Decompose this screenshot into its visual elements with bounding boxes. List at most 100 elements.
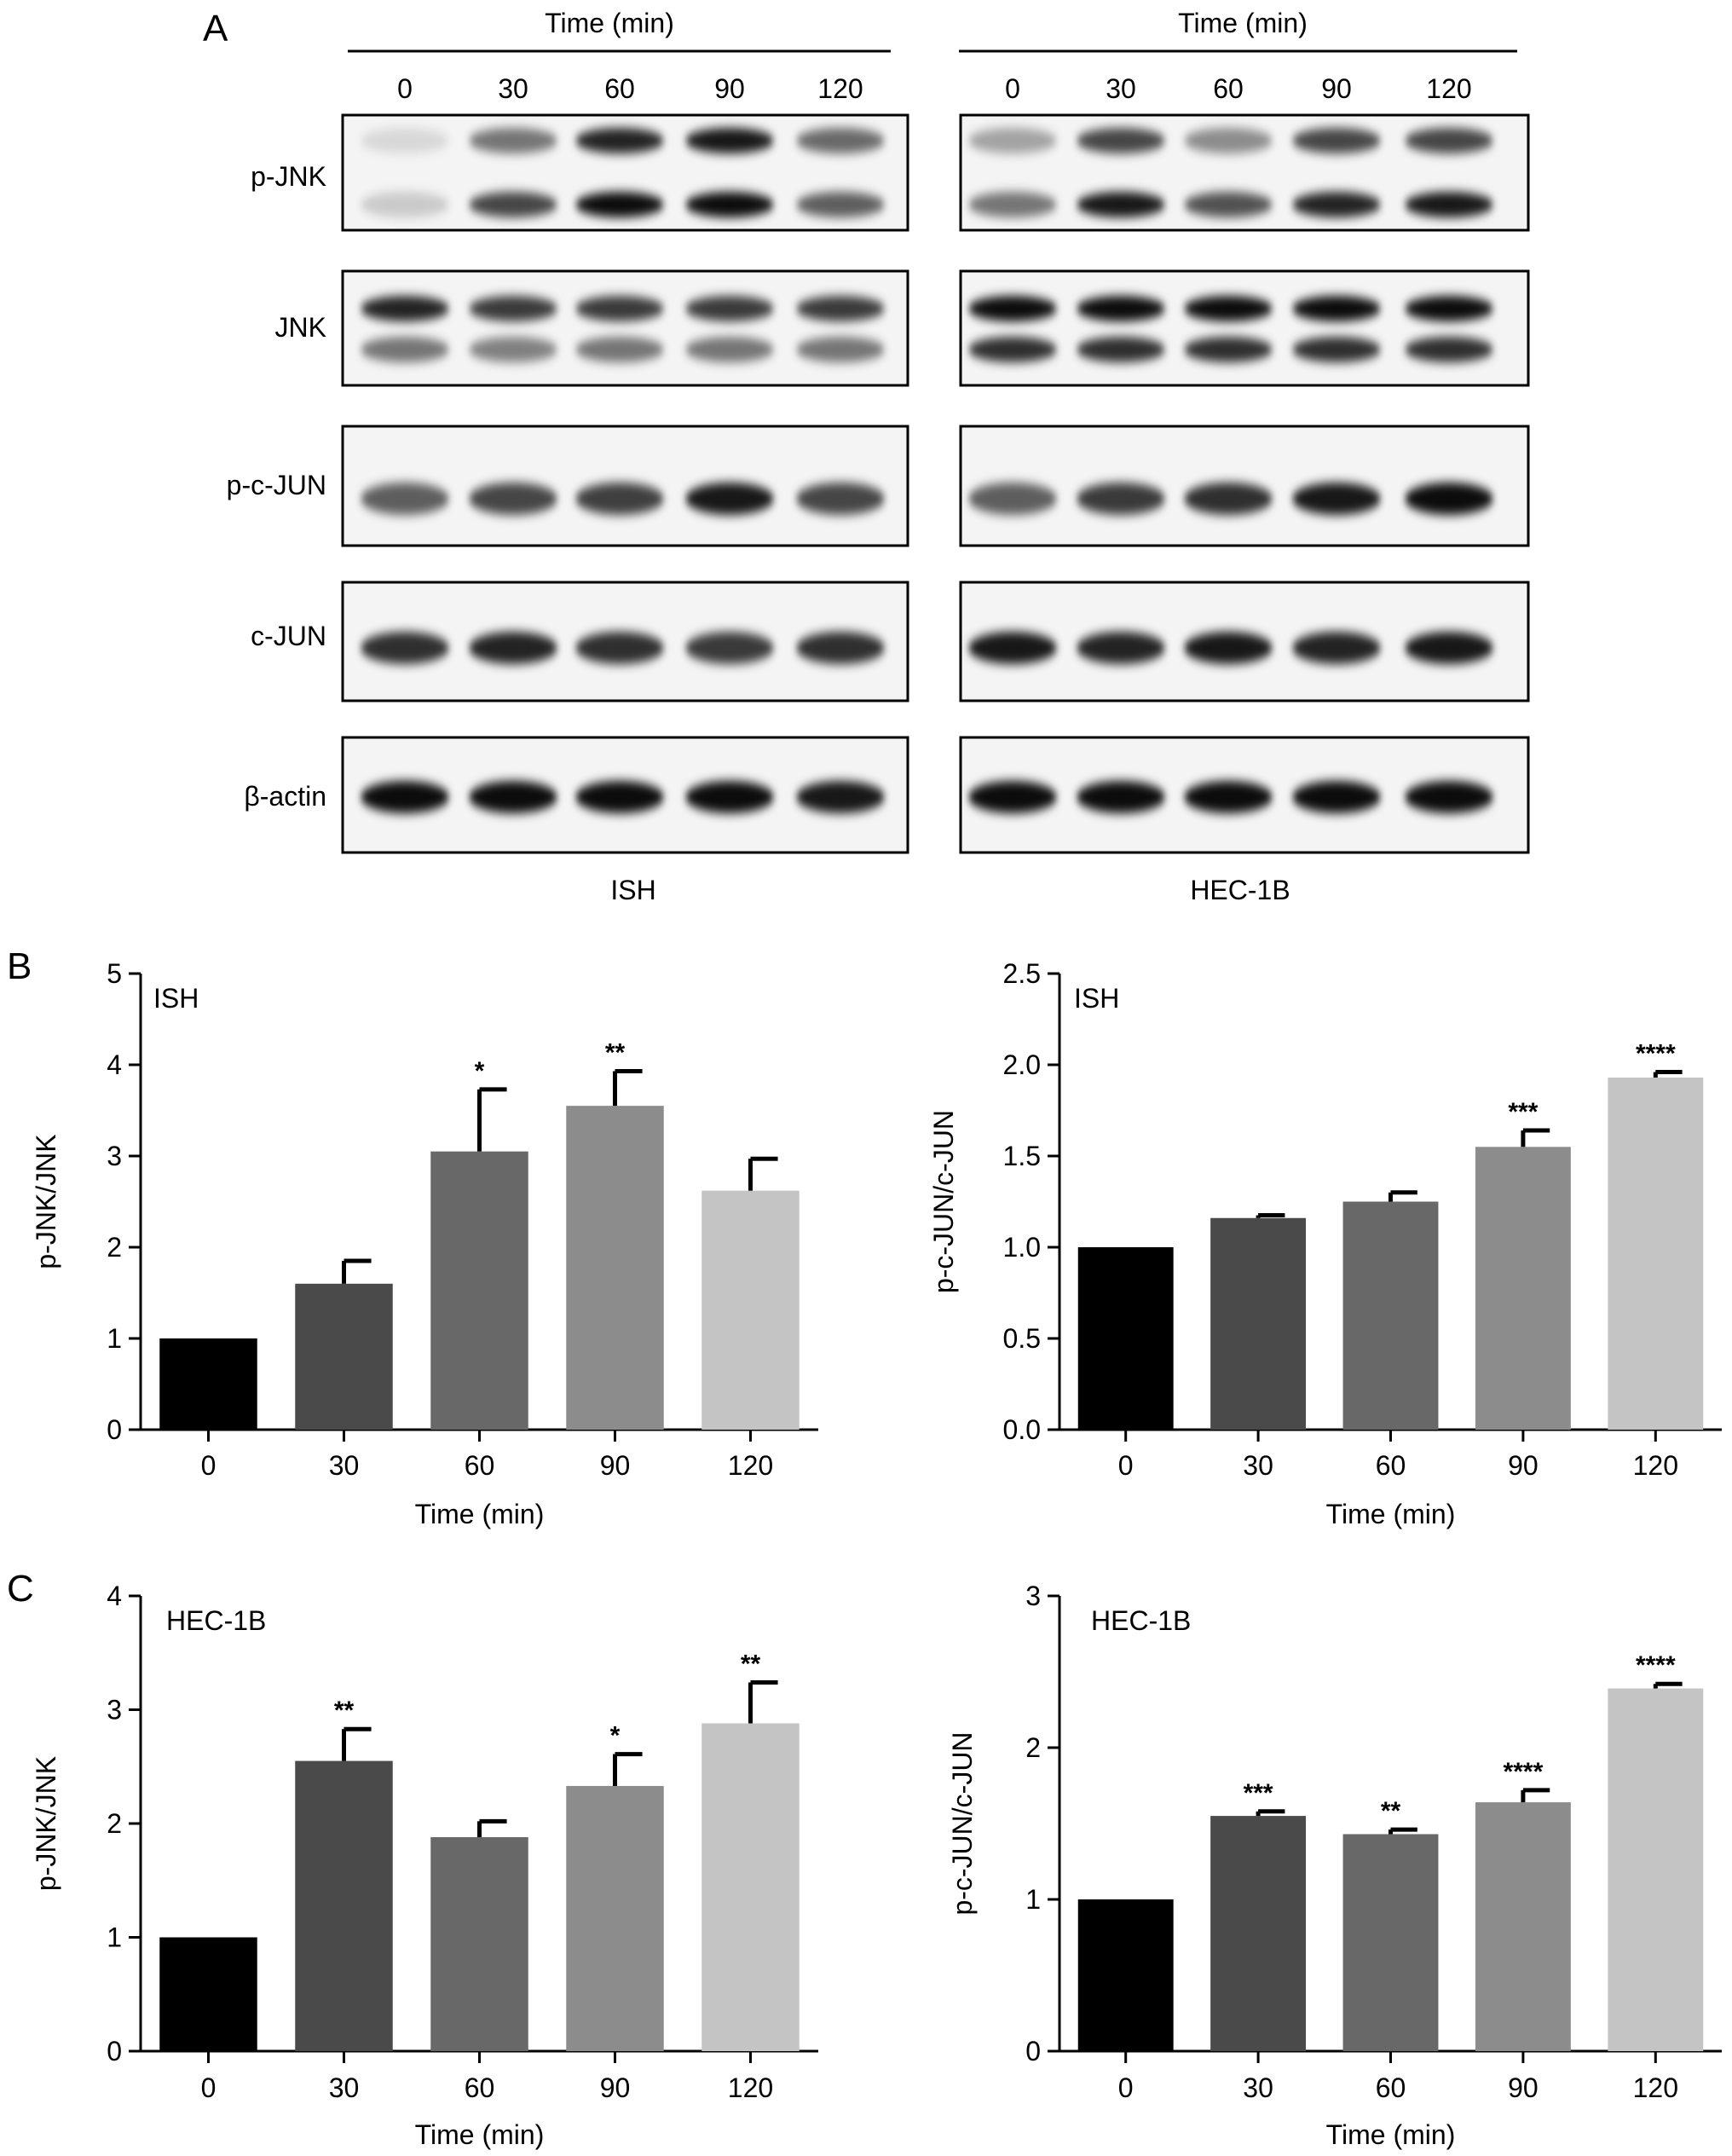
blot-band bbox=[968, 128, 1057, 153]
blot-band bbox=[685, 296, 774, 321]
lane-label: 30 bbox=[1106, 73, 1136, 104]
y-tick-label: 4 bbox=[107, 1581, 122, 1611]
blot-band bbox=[1405, 296, 1493, 321]
blot-band bbox=[361, 483, 449, 515]
x-tick-label: 0 bbox=[1118, 1450, 1134, 1481]
time-header-hec1b: Time (min) bbox=[1178, 8, 1308, 38]
blot-band bbox=[1077, 296, 1165, 321]
x-axis-label: Time (min) bbox=[415, 1499, 545, 1529]
blot-p-c-JUN-ish bbox=[341, 425, 909, 547]
blot-band bbox=[575, 128, 664, 153]
lane-label: 30 bbox=[498, 73, 528, 104]
blot-c-JUN-hec-1b bbox=[959, 581, 1530, 702]
bar-90 bbox=[1475, 1147, 1571, 1430]
significance-label: * bbox=[610, 1722, 621, 1750]
blot-band bbox=[1184, 483, 1273, 515]
blot-band bbox=[1184, 192, 1273, 217]
blot-band bbox=[469, 337, 557, 362]
bar-30 bbox=[1210, 1217, 1307, 1430]
blot-band bbox=[1405, 483, 1493, 515]
bar-0 bbox=[1077, 1247, 1174, 1430]
significance-label: *** bbox=[1244, 1779, 1273, 1807]
chart-title: HEC-1B bbox=[1091, 1605, 1191, 1636]
lane-label: 60 bbox=[604, 73, 635, 104]
blot-beta-actin-hec-1b bbox=[959, 736, 1530, 854]
lane-label: 90 bbox=[714, 73, 745, 104]
blot-header-hec1b: Time (min) 0 30 60 90 120 bbox=[959, 8, 1517, 104]
blot-frame bbox=[959, 269, 1530, 387]
y-axis-label: p-JNK/JNK bbox=[31, 1756, 61, 1891]
blot-band bbox=[1292, 781, 1381, 813]
blot-band bbox=[1077, 781, 1165, 813]
y-tick-label: 0.0 bbox=[1003, 1414, 1041, 1445]
bar-30 bbox=[295, 1760, 393, 2051]
blot-band bbox=[361, 128, 449, 153]
panel-letter-a: A bbox=[203, 8, 228, 49]
blot-c-JUN-ish bbox=[341, 581, 909, 702]
blot-beta-actin-ish bbox=[341, 736, 909, 854]
blot-JNK-hec-1b bbox=[959, 269, 1530, 387]
row-label-jnk: JNK bbox=[275, 312, 326, 343]
bar-0 bbox=[159, 1338, 257, 1430]
y-tick-label: 2 bbox=[107, 1232, 122, 1263]
blot-band bbox=[1077, 192, 1165, 217]
panel-letter-c: C bbox=[7, 1568, 34, 1610]
blot-band bbox=[1077, 337, 1165, 362]
y-tick-label: 2 bbox=[1025, 1732, 1041, 1763]
x-tick-label: 30 bbox=[1243, 2072, 1273, 2103]
blot-band bbox=[1292, 337, 1381, 362]
blot-band bbox=[796, 296, 885, 321]
row-label-p-c-jun: p-c-JUN bbox=[227, 470, 326, 500]
x-tick-label: 30 bbox=[1243, 1450, 1273, 1481]
bar-90 bbox=[566, 1785, 664, 2051]
blot-band bbox=[796, 632, 885, 664]
significance-label: **** bbox=[1504, 1758, 1544, 1786]
significance-label: ** bbox=[334, 1696, 355, 1725]
blot-band bbox=[575, 632, 664, 664]
y-tick-label: 3 bbox=[1025, 1581, 1041, 1611]
blot-band bbox=[1292, 483, 1381, 515]
y-tick-label: 2.0 bbox=[1003, 1049, 1041, 1080]
x-axis-label: Time (min) bbox=[1326, 2119, 1456, 2150]
blot-band bbox=[1405, 128, 1493, 153]
y-tick-label: 5 bbox=[107, 958, 122, 989]
blot-band bbox=[361, 781, 449, 813]
blot-band bbox=[361, 337, 449, 362]
significance-label: ** bbox=[605, 1038, 626, 1066]
y-tick-label: 1 bbox=[1025, 1884, 1041, 1915]
row-label-beta-actin: β-actin bbox=[244, 781, 326, 812]
blot-band bbox=[469, 128, 557, 153]
blot-p-c-JUN-hec-1b bbox=[959, 425, 1530, 547]
x-tick-label: 0 bbox=[201, 1450, 216, 1481]
blot-band bbox=[1292, 192, 1381, 217]
blot-band bbox=[1077, 632, 1165, 664]
significance-label: **** bbox=[1636, 1651, 1676, 1679]
blot-band bbox=[1184, 781, 1273, 813]
blot-band bbox=[1292, 128, 1381, 153]
chart-title: HEC-1B bbox=[166, 1605, 266, 1636]
y-tick-label: 1 bbox=[107, 1323, 122, 1354]
significance-label: ** bbox=[1381, 1797, 1401, 1825]
significance-label: **** bbox=[1636, 1040, 1676, 1068]
blot-band bbox=[575, 337, 664, 362]
y-tick-label: 0.5 bbox=[1003, 1323, 1041, 1354]
x-tick-label: 60 bbox=[1376, 1450, 1406, 1481]
x-axis-label: Time (min) bbox=[1326, 1499, 1456, 1529]
cell-line-label-hec1b: HEC-1B bbox=[1190, 875, 1290, 905]
blot-band bbox=[796, 337, 885, 362]
y-tick-label: 0 bbox=[107, 1414, 122, 1445]
significance-label: ** bbox=[741, 1650, 761, 1678]
blot-band bbox=[575, 781, 664, 813]
panel-letter-b: B bbox=[7, 945, 32, 987]
x-tick-label: 120 bbox=[1633, 2072, 1678, 2103]
bar-120 bbox=[701, 1723, 800, 2051]
bar-120 bbox=[1608, 1688, 1704, 2051]
blot-band bbox=[968, 337, 1057, 362]
y-tick-label: 0 bbox=[1025, 2036, 1041, 2066]
x-tick-label: 0 bbox=[1118, 2072, 1134, 2103]
blot-JNK-ish bbox=[341, 269, 909, 387]
lane-label: 60 bbox=[1213, 73, 1244, 104]
blot-band bbox=[796, 483, 885, 515]
blot-band bbox=[469, 483, 557, 515]
blot-band bbox=[1405, 632, 1493, 664]
